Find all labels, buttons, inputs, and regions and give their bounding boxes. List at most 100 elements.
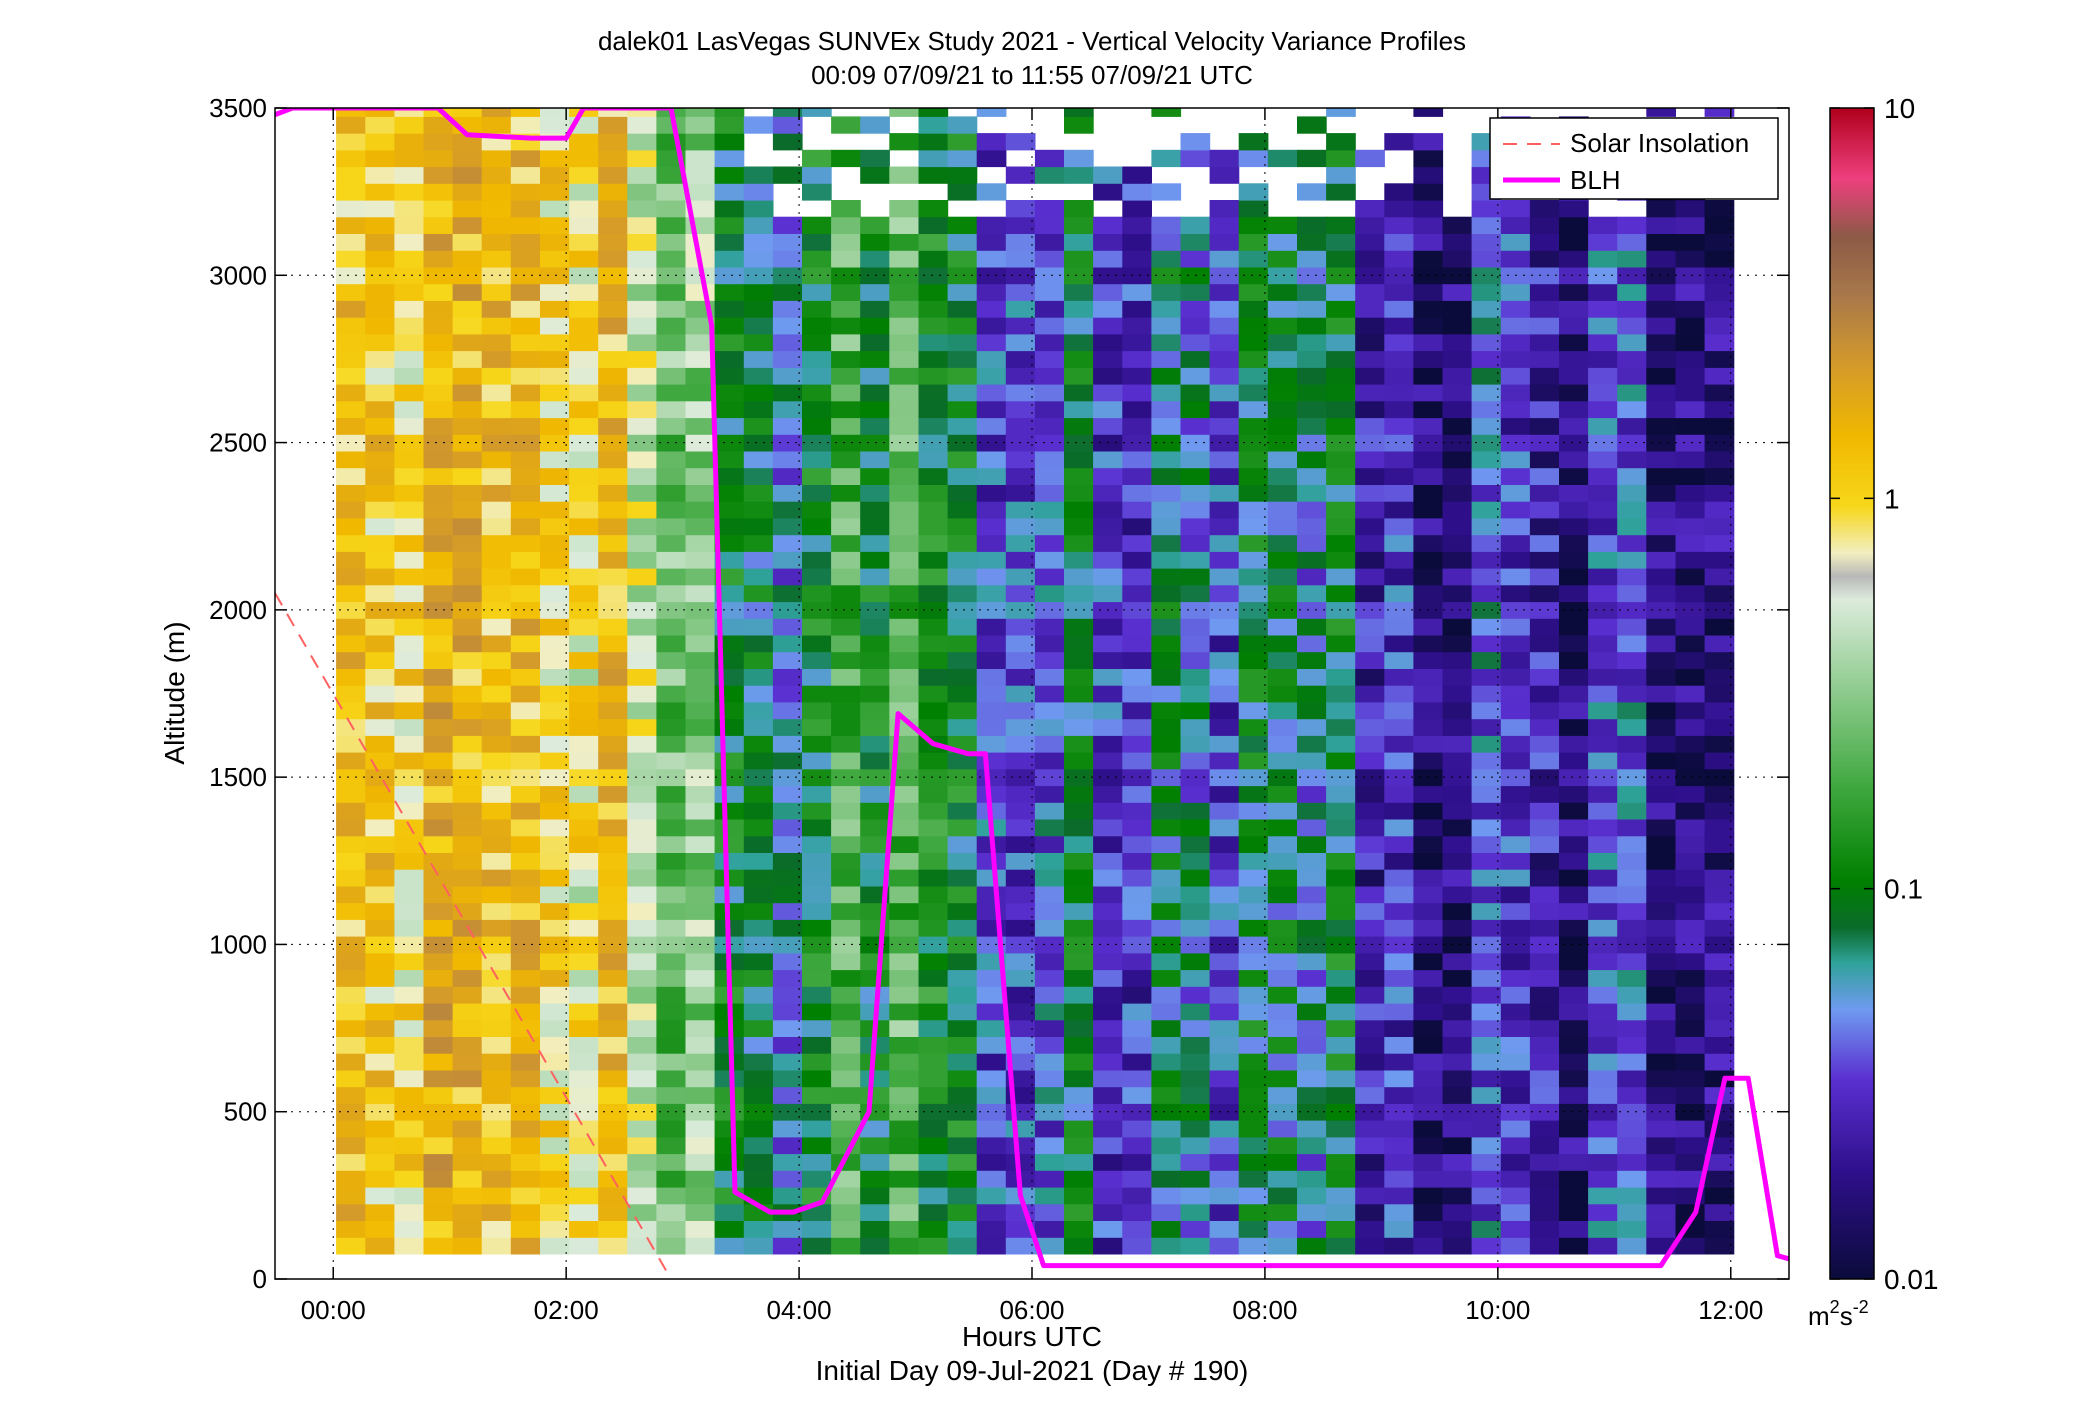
heatmap-cell	[889, 250, 919, 268]
heatmap-cell	[976, 283, 1007, 301]
heatmap-cell	[1617, 1019, 1647, 1037]
heatmap-cell	[598, 1203, 628, 1221]
heatmap-cell	[918, 1237, 949, 1255]
heatmap-cell	[1704, 986, 1735, 1004]
heatmap-cell	[1646, 584, 1676, 603]
heatmap-cell	[569, 936, 599, 954]
heatmap-cell	[1442, 1136, 1473, 1155]
heatmap-cell	[743, 1086, 774, 1104]
heatmap-cell	[1675, 300, 1706, 318]
heatmap-cell	[1297, 651, 1327, 669]
heatmap-cell	[1675, 568, 1706, 586]
heatmap-cell	[1238, 1187, 1269, 1205]
heatmap-cell	[1529, 802, 1560, 820]
heatmap-cell	[1500, 1220, 1531, 1238]
heatmap-cell	[656, 400, 687, 419]
heatmap-cell	[569, 584, 599, 603]
heatmap-cell	[656, 1086, 687, 1104]
heatmap-cell	[510, 1086, 541, 1104]
heatmap-cell	[714, 367, 745, 385]
heatmap-cell	[743, 501, 774, 519]
heatmap-cell	[1617, 484, 1647, 502]
heatmap-cell	[1122, 1136, 1152, 1155]
y-tick-label: 3000	[209, 260, 267, 290]
heatmap-cell	[1064, 969, 1094, 987]
heatmap-cell	[1675, 1069, 1706, 1088]
heatmap-cell	[685, 166, 716, 184]
heatmap-cell	[1238, 718, 1269, 736]
heatmap-cell	[1151, 317, 1182, 335]
heatmap-cell	[1005, 835, 1036, 853]
heatmap-cell	[1180, 1003, 1211, 1021]
heatmap-cell	[685, 400, 716, 419]
heatmap-cell	[1151, 108, 1182, 117]
heatmap-cell	[1471, 200, 1502, 218]
heatmap-cell	[1326, 919, 1356, 937]
heatmap-cell	[1151, 1170, 1182, 1188]
heatmap-cell	[656, 768, 687, 787]
heatmap-cell	[394, 333, 425, 352]
heatmap-cell	[1238, 969, 1269, 987]
heatmap-cell	[1238, 1153, 1269, 1171]
heatmap-cell	[918, 969, 949, 987]
heatmap-cell	[1093, 333, 1123, 352]
heatmap-cell	[1209, 149, 1240, 168]
heatmap-cell	[1646, 1036, 1676, 1054]
heatmap-cell	[1005, 1237, 1036, 1255]
heatmap-cell	[598, 434, 628, 452]
heatmap-cell	[481, 200, 512, 218]
heatmap-cell	[481, 852, 512, 870]
heatmap-cell	[1384, 534, 1414, 552]
heatmap-cell	[1529, 902, 1560, 920]
heatmap-cell	[1675, 450, 1706, 469]
heatmap-cell	[1500, 200, 1531, 218]
heatmap-cell	[743, 568, 774, 586]
heatmap-cell	[481, 819, 512, 837]
heatmap-cell	[452, 534, 483, 552]
heatmap-cell	[1646, 317, 1676, 335]
heatmap-cell	[1355, 216, 1385, 234]
heatmap-cell	[365, 584, 395, 603]
heatmap-cell	[452, 568, 483, 586]
heatmap-cell	[743, 802, 774, 820]
heatmap-cell	[510, 317, 541, 335]
heatmap-cell	[1064, 919, 1094, 937]
heatmap-cell	[1297, 618, 1327, 636]
heatmap-cell	[1151, 183, 1182, 201]
heatmap-cell	[1355, 517, 1385, 536]
heatmap-cell	[772, 819, 803, 837]
heatmap-cell	[540, 785, 570, 803]
heatmap-cell	[394, 300, 425, 318]
heatmap-cell	[860, 869, 890, 887]
heatmap-cell	[1209, 367, 1240, 385]
heatmap-cell	[1064, 367, 1094, 385]
heatmap-cell	[1267, 300, 1298, 318]
heatmap-cell	[1413, 333, 1444, 352]
y-axis-label: Altitude (m)	[159, 621, 190, 764]
heatmap-cell	[1297, 919, 1327, 937]
heatmap-cell	[1413, 149, 1444, 168]
heatmap-cell	[1500, 367, 1531, 385]
heatmap-cell	[1093, 701, 1123, 720]
heatmap-cell	[452, 584, 483, 603]
heatmap-cell	[598, 802, 628, 820]
heatmap-cell	[743, 651, 774, 669]
heatmap-cell	[510, 1220, 541, 1238]
heatmap-cell	[802, 517, 832, 536]
heatmap-cell	[1646, 969, 1676, 987]
heatmap-cell	[540, 601, 570, 619]
heatmap-cell	[336, 501, 366, 519]
heatmap-cell	[598, 1237, 628, 1255]
heatmap-cell	[1355, 618, 1385, 636]
heatmap-cell	[336, 384, 366, 402]
heatmap-cell	[1355, 819, 1385, 837]
heatmap-cell	[510, 1003, 541, 1021]
heatmap-cell	[1209, 283, 1240, 301]
heatmap-cell	[1267, 768, 1298, 787]
heatmap-cell	[889, 467, 919, 485]
heatmap-cell	[1675, 785, 1706, 803]
heatmap-cell	[1704, 869, 1735, 887]
heatmap-cell	[1297, 1086, 1327, 1104]
heatmap-cell	[540, 1053, 570, 1071]
heatmap-cell	[452, 802, 483, 820]
